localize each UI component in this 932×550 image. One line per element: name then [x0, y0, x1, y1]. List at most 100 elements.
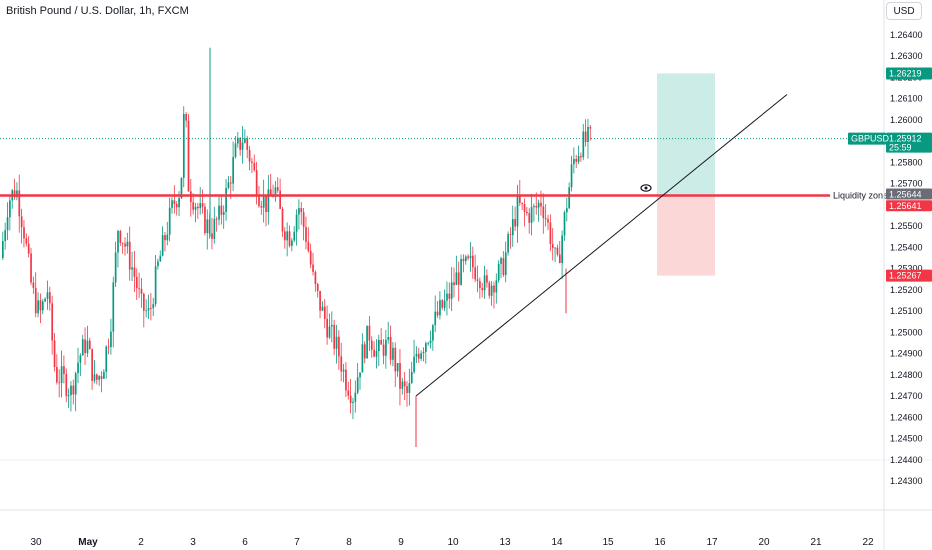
- candle-body: [354, 392, 357, 402]
- price-tick-label: 1.24700: [890, 391, 923, 401]
- candle-body: [180, 177, 183, 198]
- candle-body: [410, 371, 413, 384]
- candle-body: [352, 401, 354, 403]
- candle-body: [25, 238, 28, 244]
- candle-body: [16, 190, 18, 198]
- candle-body: [535, 205, 538, 208]
- candle-body: [566, 208, 568, 213]
- candle-body: [227, 182, 230, 188]
- candle-body: [258, 196, 260, 207]
- candle-body: [32, 282, 35, 288]
- candle-body: [166, 234, 169, 241]
- time-tick-label: 22: [862, 537, 874, 548]
- candle-body: [93, 374, 96, 381]
- time-tick-label: 14: [551, 537, 563, 548]
- price-tick-label: 1.25500: [890, 221, 923, 231]
- liquidity-price-text: 1.25644: [889, 190, 922, 200]
- candle-body: [321, 306, 324, 311]
- candle-body: [521, 202, 524, 205]
- price-tick-label: 1.24500: [890, 434, 923, 444]
- candle-body: [178, 197, 180, 208]
- candle-body: [6, 217, 9, 231]
- candle-body: [96, 374, 98, 380]
- candle-body: [551, 244, 554, 248]
- candle-body: [549, 222, 552, 245]
- candle-body: [164, 235, 166, 241]
- candle-body: [342, 369, 345, 372]
- candle-body: [399, 363, 401, 389]
- candle-body: [70, 385, 72, 396]
- candle-body: [577, 156, 580, 162]
- candle-body: [514, 219, 516, 227]
- target-price-tag-text: 1.26219: [889, 68, 922, 78]
- candle-body: [114, 252, 117, 283]
- candle-body: [453, 282, 455, 286]
- candle-body: [175, 203, 178, 208]
- candle-body: [314, 271, 317, 285]
- candle-body: [103, 371, 105, 379]
- candle-body: [359, 372, 361, 378]
- candle-body: [544, 218, 547, 220]
- currency-button[interactable]: USD: [886, 2, 922, 20]
- candle-body: [241, 142, 244, 150]
- candle-body: [112, 282, 115, 332]
- candle-body: [201, 203, 204, 207]
- candle-body: [394, 347, 397, 372]
- candle-body: [288, 231, 291, 246]
- candle-body: [269, 189, 272, 196]
- price-tick-label: 1.25100: [890, 306, 923, 316]
- candle-body: [326, 318, 328, 338]
- candle-body: [157, 261, 159, 267]
- time-tick-label: 9: [398, 537, 404, 548]
- time-tick-label: 30: [30, 537, 42, 548]
- candle-body: [34, 287, 37, 314]
- price-tick-label: 1.26000: [890, 115, 923, 125]
- candle-body: [204, 206, 206, 234]
- candle-body: [30, 253, 32, 283]
- candle-body: [298, 208, 300, 215]
- candle-body: [589, 127, 592, 129]
- candle-body: [9, 200, 11, 218]
- candle-body: [255, 170, 258, 197]
- candle-body: [561, 235, 563, 263]
- candle-body: [511, 219, 514, 236]
- candle-body: [309, 250, 312, 265]
- candle-body: [13, 190, 16, 198]
- price-tick-label: 1.25200: [890, 285, 923, 295]
- candle-body: [152, 304, 155, 309]
- time-tick-label: 16: [654, 537, 666, 548]
- candle-body: [199, 203, 202, 209]
- target-zone: [657, 73, 715, 197]
- price-tick-label: 1.25700: [890, 179, 923, 189]
- candle-body: [479, 280, 481, 289]
- candle-body: [284, 231, 286, 241]
- candle-body: [490, 285, 493, 296]
- candle-body: [429, 340, 432, 343]
- time-tick-label: 15: [602, 537, 614, 548]
- candle-body: [509, 234, 512, 236]
- candle-body: [293, 231, 296, 241]
- trendline: [415, 94, 788, 397]
- candle-body: [260, 206, 263, 208]
- candle-body: [460, 258, 462, 285]
- candle-body: [347, 390, 350, 396]
- candle-body: [159, 255, 162, 262]
- candle-body: [563, 212, 566, 236]
- candle-body: [135, 276, 138, 289]
- candle-body: [20, 216, 23, 228]
- candle-body: [523, 204, 526, 212]
- candle-body: [81, 339, 84, 356]
- candle-body: [528, 213, 531, 223]
- candle-body: [110, 331, 112, 348]
- candle-body: [51, 303, 54, 341]
- price-tick-label: 1.25400: [890, 242, 923, 252]
- position-zones: [657, 73, 715, 276]
- candle-body: [41, 301, 44, 311]
- candle-body: [474, 267, 477, 280]
- candle-body: [455, 272, 458, 286]
- candle-body: [493, 285, 495, 293]
- candle-body: [370, 340, 373, 350]
- candle-body: [206, 219, 209, 234]
- candle-body: [335, 336, 338, 349]
